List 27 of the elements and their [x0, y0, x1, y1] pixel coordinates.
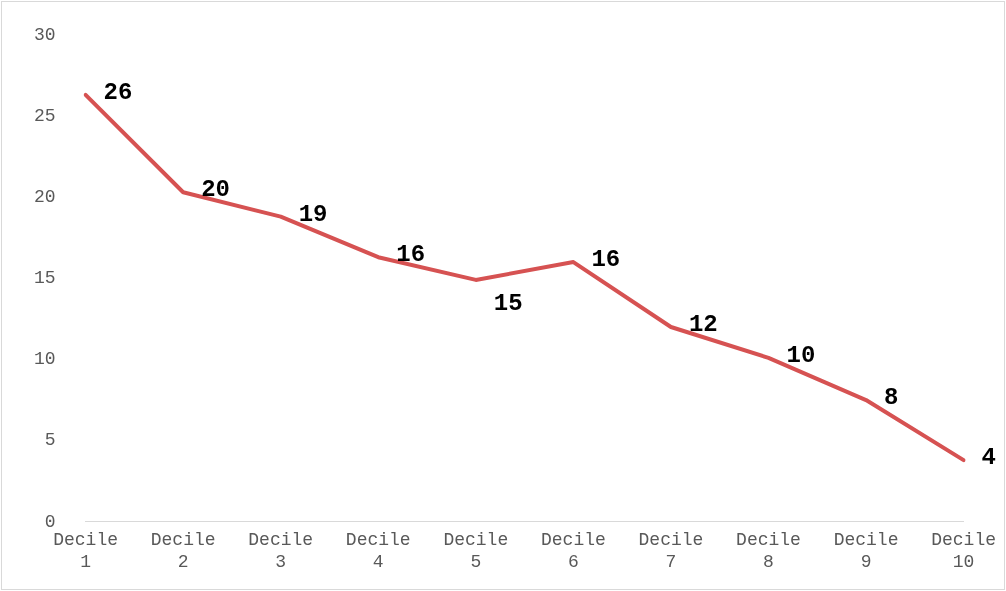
y-tick-label: 30 [33, 24, 56, 45]
data-label: 12 [688, 311, 718, 339]
y-tick-label: 15 [33, 268, 56, 289]
data-label: 10 [786, 341, 816, 369]
x-tick-label: Decile 8 [736, 530, 801, 572]
data-label: 20 [201, 176, 230, 204]
data-label: 19 [298, 200, 328, 228]
data-label: 16 [396, 241, 426, 269]
x-tick-label: Decile 1 [53, 530, 119, 572]
y-tick-label: 20 [33, 186, 56, 207]
y-tick-label: 25 [33, 105, 56, 126]
x-tick-label: Decile 9 [833, 530, 899, 572]
x-tick-label: Decile 7 [638, 530, 704, 572]
x-tick-label: Decile 5 [443, 530, 509, 572]
x-tick-label: Decile 10 [931, 530, 996, 572]
y-tick-label: 0 [44, 511, 56, 532]
x-tick-label: Decile 3 [248, 530, 314, 572]
x-tick-label: Decile 4 [345, 530, 411, 572]
y-tick-label: 10 [33, 349, 56, 370]
data-label: 15 [493, 289, 523, 317]
x-tick-label: Decile 6 [540, 530, 606, 572]
x-tick-label: Decile 2 [150, 530, 216, 572]
data-label: 4 [981, 444, 996, 472]
data-label: 26 [103, 78, 133, 106]
data-label: 16 [591, 246, 621, 274]
y-tick-label: 5 [44, 430, 56, 451]
data-label: 8 [884, 384, 899, 412]
